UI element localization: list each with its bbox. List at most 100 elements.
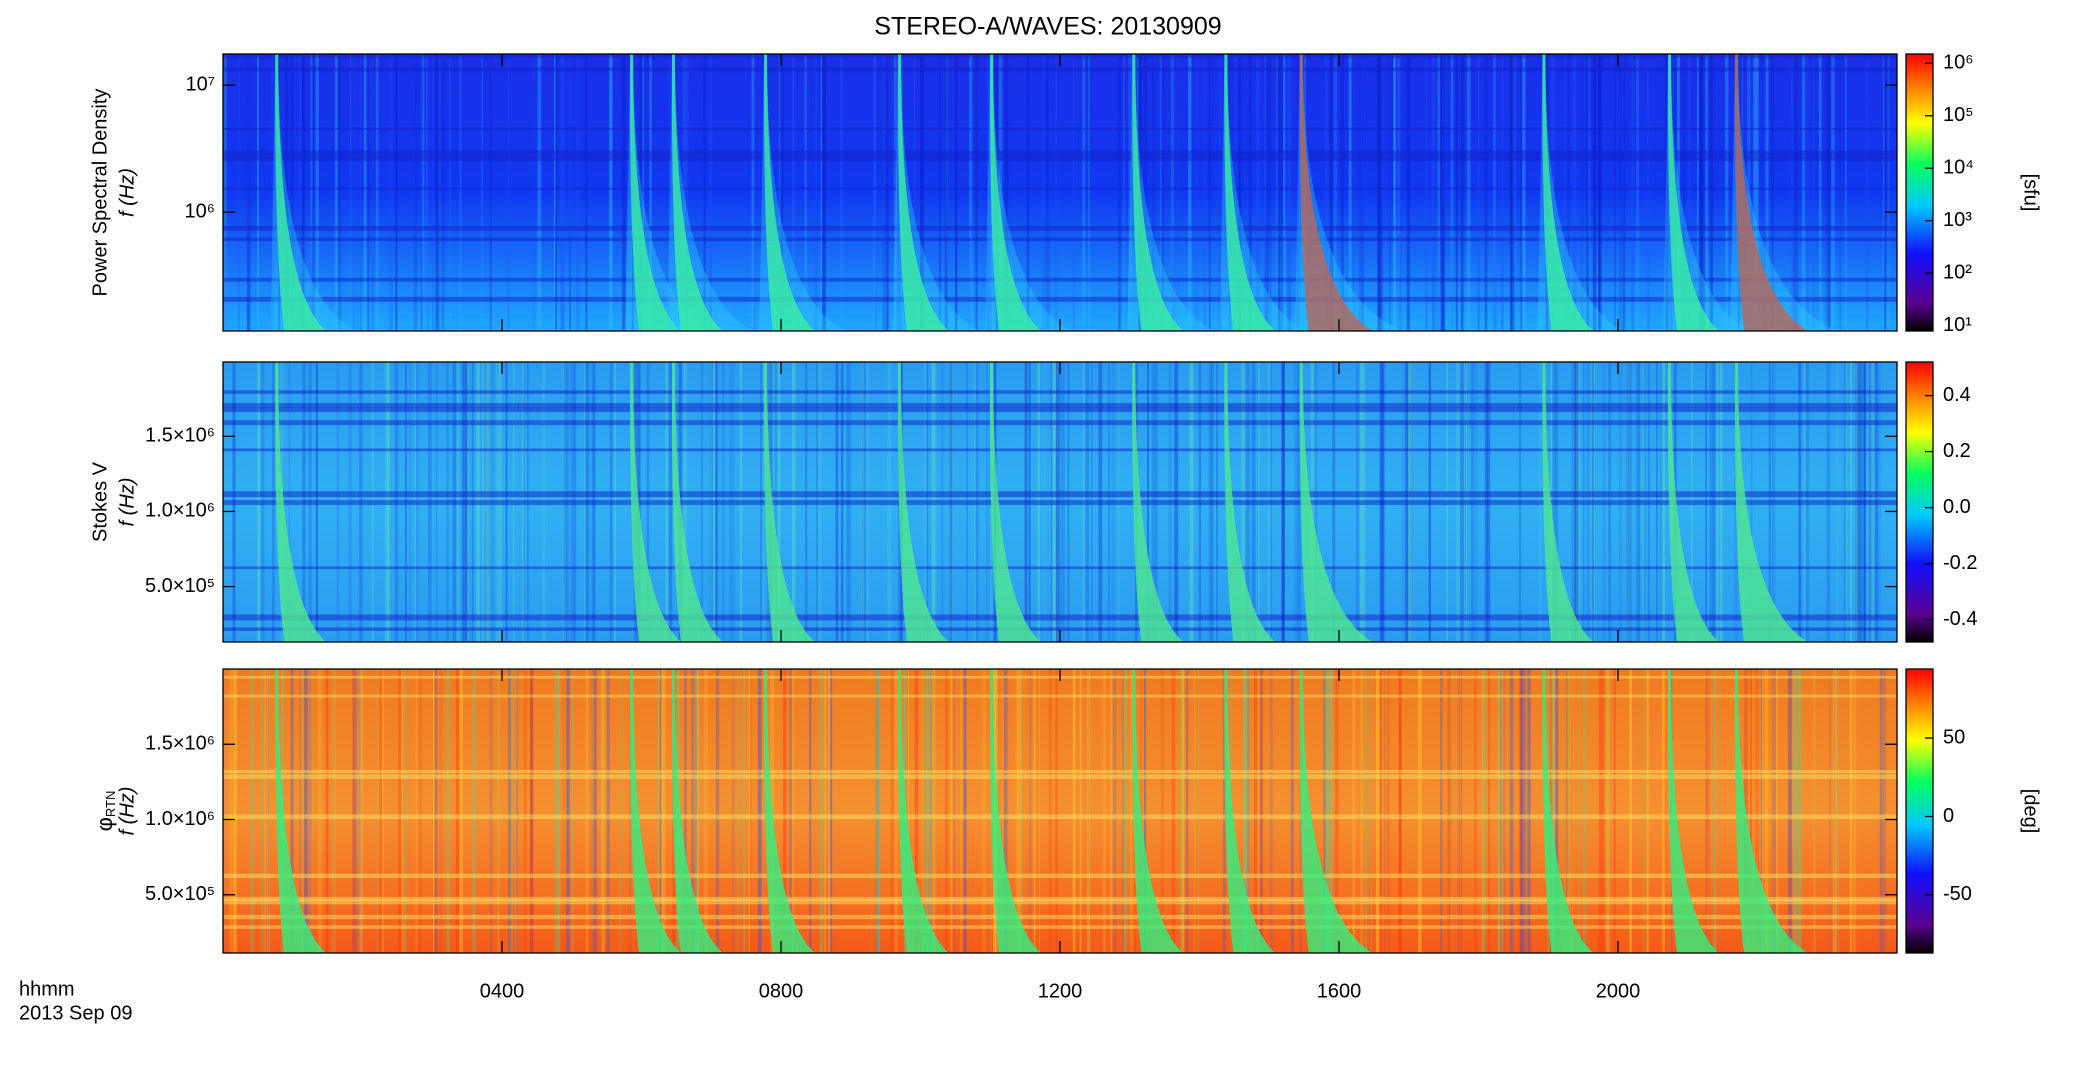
texture bbox=[1340, 54, 1344, 331]
texture bbox=[572, 669, 574, 953]
texture bbox=[352, 669, 357, 953]
burst bbox=[1667, 669, 1720, 953]
texture bbox=[1334, 669, 1339, 953]
texture bbox=[932, 669, 936, 953]
texture bbox=[1636, 54, 1640, 331]
texture bbox=[1379, 669, 1382, 953]
texture bbox=[537, 54, 542, 331]
burst bbox=[1667, 54, 1720, 331]
texture bbox=[820, 54, 823, 331]
texture bbox=[1750, 669, 1752, 953]
texture bbox=[1439, 669, 1443, 953]
colorbar bbox=[1906, 362, 1933, 642]
texture bbox=[1765, 54, 1769, 331]
texture bbox=[363, 54, 366, 331]
texture bbox=[1493, 54, 1496, 331]
texture bbox=[561, 54, 565, 331]
texture bbox=[1887, 54, 1890, 331]
texture bbox=[1323, 669, 1326, 953]
texture bbox=[1724, 54, 1729, 331]
texture bbox=[1705, 669, 1709, 953]
texture bbox=[685, 54, 689, 331]
texture bbox=[953, 669, 956, 953]
texture bbox=[1484, 54, 1488, 331]
texture bbox=[257, 54, 259, 331]
texture bbox=[223, 694, 1897, 698]
y-tick-label: 1.5×10⁶ bbox=[145, 733, 215, 755]
texture bbox=[750, 669, 752, 953]
texture bbox=[1802, 54, 1806, 331]
texture bbox=[1761, 669, 1763, 953]
texture bbox=[379, 669, 383, 953]
texture bbox=[1171, 54, 1175, 331]
texture bbox=[1325, 54, 1328, 331]
texture bbox=[1323, 669, 1327, 953]
texture bbox=[422, 54, 425, 331]
texture bbox=[907, 669, 910, 953]
texture bbox=[1706, 669, 1710, 953]
burst bbox=[1299, 362, 1373, 642]
texture bbox=[1805, 54, 1810, 331]
texture bbox=[376, 669, 378, 953]
burst bbox=[1224, 54, 1276, 331]
texture bbox=[1564, 669, 1567, 953]
texture bbox=[1103, 669, 1106, 953]
texture bbox=[223, 873, 1897, 879]
texture bbox=[1087, 54, 1091, 331]
burst bbox=[1734, 54, 1808, 331]
burst bbox=[763, 54, 816, 331]
texture bbox=[1598, 54, 1601, 331]
burst bbox=[1132, 669, 1184, 953]
texture bbox=[840, 54, 843, 331]
texture bbox=[659, 669, 661, 953]
texture bbox=[1130, 669, 1134, 953]
y-tick-label: 10⁶ bbox=[185, 200, 215, 222]
colorbar-tick-label: 0.2 bbox=[1943, 440, 1971, 462]
texture bbox=[1569, 669, 1574, 953]
texture bbox=[1629, 669, 1631, 953]
texture bbox=[1256, 54, 1260, 331]
burst-halo bbox=[625, 54, 712, 331]
texture bbox=[778, 54, 782, 331]
texture bbox=[1775, 669, 1779, 953]
texture bbox=[1551, 669, 1554, 953]
texture bbox=[1088, 669, 1091, 953]
burst bbox=[763, 669, 816, 953]
texture bbox=[264, 669, 266, 953]
texture bbox=[223, 925, 1897, 929]
texture bbox=[743, 669, 746, 953]
texture bbox=[1173, 669, 1176, 953]
burst-halo bbox=[1219, 54, 1306, 331]
texture bbox=[509, 669, 513, 953]
texture bbox=[1370, 669, 1372, 953]
texture bbox=[1020, 669, 1022, 953]
burst bbox=[1542, 669, 1594, 953]
texture bbox=[1333, 54, 1338, 331]
texture bbox=[1880, 669, 1884, 953]
texture bbox=[945, 54, 948, 331]
texture bbox=[569, 54, 571, 331]
texture bbox=[223, 491, 1897, 498]
texture bbox=[968, 54, 971, 331]
texture bbox=[1550, 54, 1555, 331]
texture bbox=[1706, 669, 1710, 953]
texture bbox=[523, 669, 527, 953]
texture bbox=[223, 448, 1897, 452]
texture bbox=[1833, 669, 1837, 953]
colorbar-frame bbox=[1905, 53, 1934, 332]
texture bbox=[1813, 54, 1815, 331]
texture bbox=[1698, 54, 1703, 331]
texture bbox=[357, 54, 359, 331]
texture bbox=[1793, 54, 1796, 331]
texture bbox=[986, 54, 990, 331]
texture bbox=[1477, 54, 1479, 331]
texture bbox=[223, 627, 1897, 631]
texture bbox=[560, 54, 564, 331]
texture bbox=[449, 54, 451, 331]
texture bbox=[298, 54, 302, 331]
texture bbox=[703, 54, 706, 331]
texture bbox=[554, 54, 556, 331]
texture bbox=[1481, 669, 1484, 953]
texture bbox=[938, 54, 941, 331]
texture bbox=[1248, 54, 1252, 331]
